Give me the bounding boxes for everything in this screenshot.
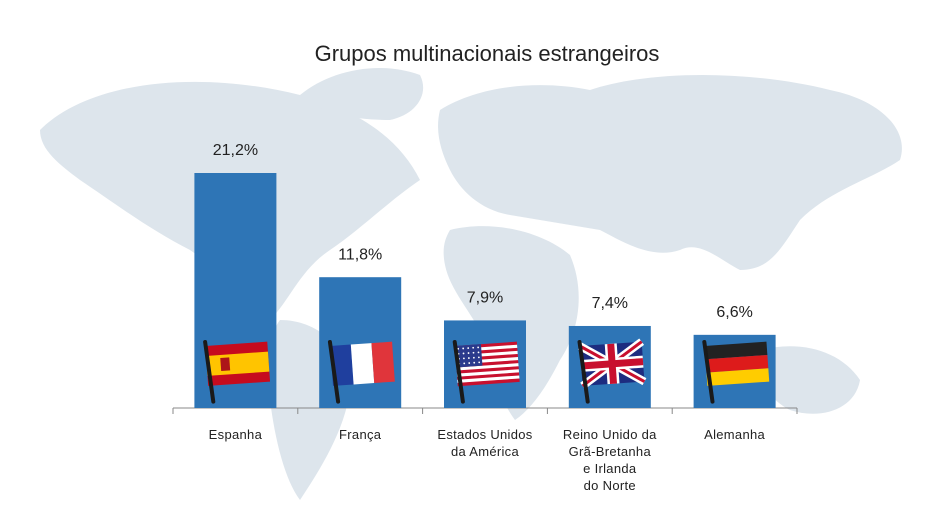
flag-star: [463, 362, 466, 365]
chart-title: Grupos multinacionais estrangeiros: [315, 41, 660, 66]
flag-star: [477, 351, 480, 354]
flag-stripe: [456, 363, 519, 371]
flag-icon: [203, 340, 271, 404]
flag-icon: [452, 340, 520, 404]
x-tick-label: França: [339, 427, 382, 442]
flag-star: [462, 352, 465, 355]
data-label: 21,2%: [213, 142, 258, 159]
data-label: 7,9%: [467, 290, 503, 307]
flag-star: [478, 361, 481, 364]
flag-stripe: [704, 341, 768, 360]
flag-pole: [203, 340, 216, 404]
flag-star: [467, 347, 470, 349]
data-label: 7,4%: [592, 295, 628, 312]
flag-canton: [455, 344, 483, 368]
flag-cross: [580, 358, 644, 370]
x-tick-label: Reino Unido da Grã-Bretanha e Irlanda do…: [562, 427, 657, 493]
flag-stripe: [706, 368, 770, 386]
flag-stripe: [456, 366, 519, 374]
flag-stripe: [456, 369, 520, 377]
flag-stripe: [350, 343, 375, 385]
flag-icon: [702, 340, 770, 404]
flag-star: [467, 357, 470, 359]
data-label: 6,6%: [716, 304, 752, 321]
flag-pole: [577, 340, 590, 404]
flag-icon: [327, 340, 395, 404]
flag-star: [462, 357, 465, 360]
data-label: 11,8%: [338, 246, 382, 263]
flag-pole: [702, 340, 715, 404]
flag-star: [477, 356, 480, 359]
flag-pole: [327, 340, 341, 404]
x-tick-label: Alemanha: [704, 427, 766, 442]
flag-star: [467, 352, 470, 354]
flag-stripe: [705, 354, 769, 373]
flag-star: [468, 362, 471, 364]
x-tick-label: Estados Unidos da América: [437, 427, 533, 459]
flag-star: [457, 347, 460, 350]
flag-star: [462, 347, 465, 350]
flag-star: [472, 351, 475, 354]
flag-stripe: [457, 378, 520, 387]
flag-pole: [452, 340, 465, 404]
x-tick-label: Espanha: [208, 427, 263, 442]
flag-star: [472, 356, 475, 359]
flag-icon: [577, 338, 647, 404]
flag-star: [477, 346, 480, 349]
flag-stripe: [457, 375, 520, 384]
flag-star: [473, 361, 476, 364]
flag-emblem: [220, 357, 231, 371]
flag-star: [472, 346, 475, 349]
flag-stripe: [371, 341, 395, 384]
flag-stripe: [457, 372, 520, 381]
